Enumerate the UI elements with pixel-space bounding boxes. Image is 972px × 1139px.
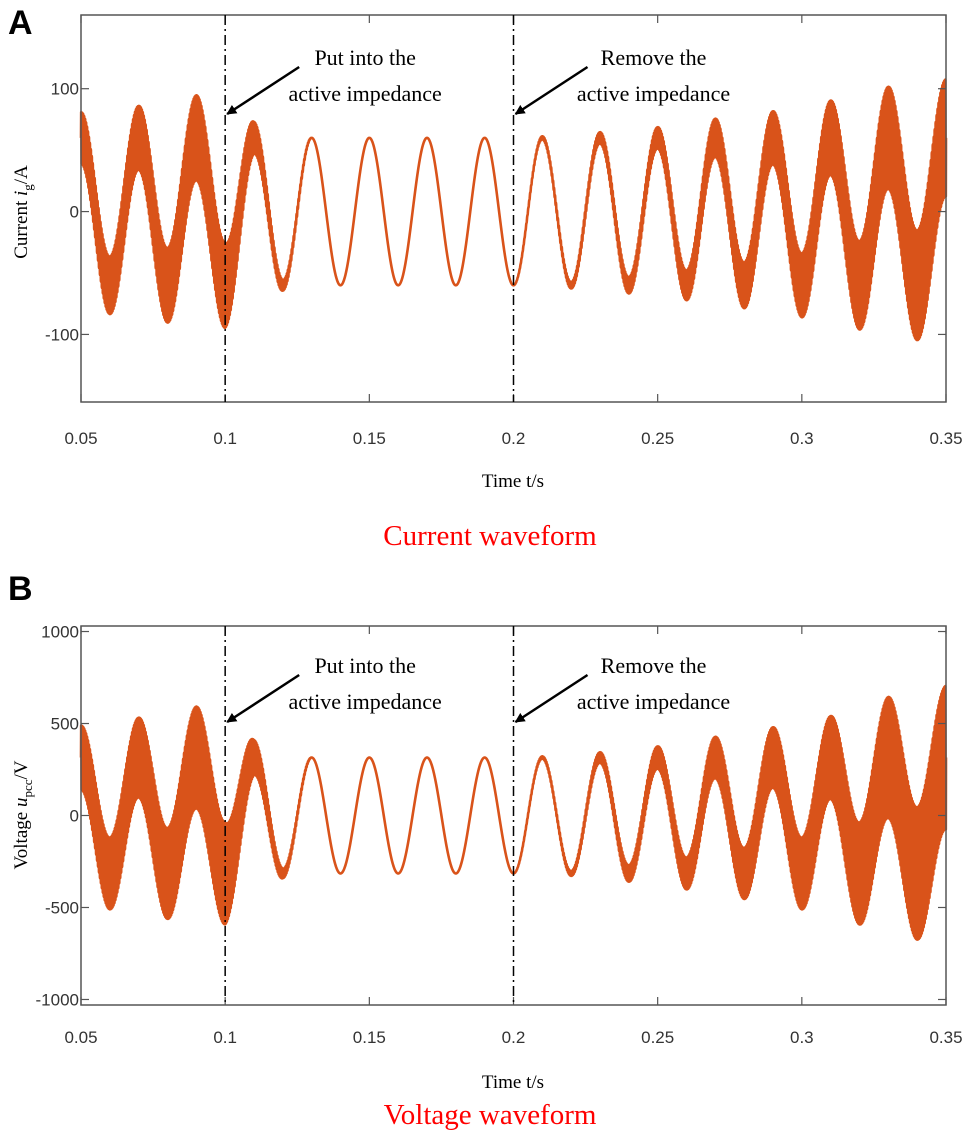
x-tick-label: 0.25 (641, 429, 674, 448)
y-tick-label: 0 (70, 203, 79, 222)
annotation-arrow (226, 65, 300, 116)
y-axis-label: Current ig/A (11, 165, 35, 259)
annotation-arrow (514, 673, 589, 724)
annotation-line1: Remove the (601, 45, 707, 70)
y-tick-label: -100 (45, 325, 79, 344)
x-tick-label: 0.3 (790, 1028, 814, 1047)
annotation-line2: active impedance (289, 689, 442, 714)
annotation-line2: active impedance (289, 81, 442, 106)
annotation-line2: active impedance (577, 689, 730, 714)
chart-caption: Current waveform (383, 520, 597, 552)
y-tick-label: -1000 (36, 990, 79, 1009)
annotation-line1: Remove the (601, 653, 707, 678)
x-tick-label: 0.2 (502, 429, 526, 448)
y-tick-label: 0 (70, 807, 79, 826)
annotation-line2: active impedance (577, 81, 730, 106)
x-tick-label: 0.3 (790, 429, 814, 448)
voltage-panel: B 0.05 0.1 0.15 0.2 0.25 0.3 0.35 -1000 -500 0 500… (8, 570, 963, 1131)
chart-caption: Voltage waveform (384, 1099, 597, 1131)
annotation-line1: Put into the (314, 653, 415, 678)
current-panel: A 0.05 0.1 0.15 0.2 0.25 0.3 0.35 -100 0 100 Put i… (8, 4, 963, 552)
y-axis-label: Voltage upcc/V (11, 760, 35, 869)
y-tick-label: 100 (51, 80, 79, 99)
y-tick-label: 1000 (41, 623, 79, 642)
x-tick-label: 0.15 (353, 1028, 386, 1047)
x-tick-label: 0.1 (213, 1028, 237, 1047)
x-tick-label: 0.35 (929, 429, 962, 448)
x-tick-label: 0.05 (64, 429, 97, 448)
panel-label: B (8, 570, 33, 608)
x-tick-label: 0.35 (929, 1028, 962, 1047)
x-tick-label: 0.25 (641, 1028, 674, 1047)
x-tick-label: 0.1 (213, 429, 237, 448)
annotation-arrow (226, 673, 300, 724)
panel-label: A (8, 4, 33, 42)
x-tick-label: 0.2 (502, 1028, 526, 1047)
waveform-series-i_g (79, 78, 948, 342)
annotation-arrow (514, 65, 589, 116)
x-axis-label: Time t/s (482, 1072, 544, 1093)
x-axis-label: Time t/s (482, 471, 544, 492)
x-tick-label: 0.05 (64, 1028, 97, 1047)
y-tick-label: -500 (45, 898, 79, 917)
annotation-line1: Put into the (314, 45, 415, 70)
y-tick-label: 500 (51, 715, 79, 734)
x-tick-label: 0.15 (353, 429, 386, 448)
